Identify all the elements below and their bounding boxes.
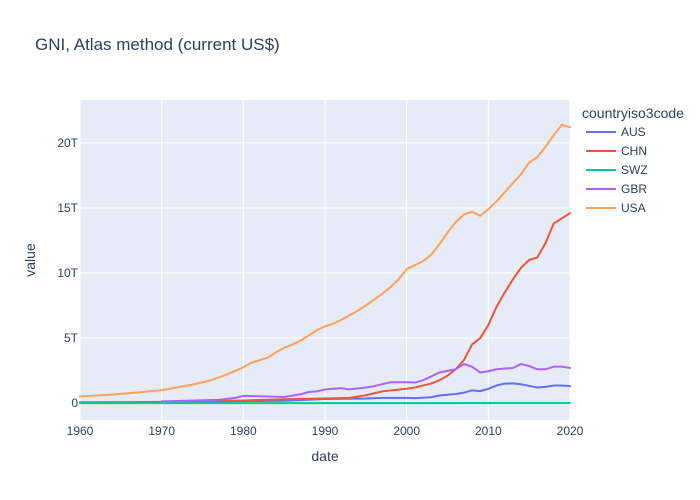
legend[interactable]: countryiso3code AUS CHN SWZ GBR USA xyxy=(582,105,684,215)
x-tick-label: 2010 xyxy=(475,424,502,438)
x-axis-title: date xyxy=(311,448,338,464)
series-line-chn xyxy=(79,212,571,404)
y-axis-ticks: 0 5T 10T 15T 20T xyxy=(57,136,78,410)
legend-title: countryiso3code xyxy=(582,105,684,121)
series-line-gbr xyxy=(160,363,571,403)
legend-label: CHN xyxy=(621,144,647,158)
chart-title: GNI, Atlas method (current US$) xyxy=(35,35,280,54)
legend-items[interactable]: AUS CHN SWZ GBR USA xyxy=(586,125,648,215)
y-tick-label: 20T xyxy=(57,136,78,150)
legend-label: AUS xyxy=(621,125,646,139)
x-tick-label: 2000 xyxy=(393,424,420,438)
series-line-usa xyxy=(79,123,571,398)
series-lines xyxy=(79,123,571,405)
legend-label: SWZ xyxy=(621,163,648,177)
y-axis-title: value xyxy=(22,243,38,277)
y-tick-label: 10T xyxy=(57,266,78,280)
series-line-aus xyxy=(79,382,571,404)
y-tick-label: 0 xyxy=(71,396,78,410)
x-tick-label: 2020 xyxy=(557,424,584,438)
y-tick-label: 5T xyxy=(64,331,79,345)
legend-item-usa[interactable]: USA xyxy=(586,201,646,215)
x-tick-label: 1970 xyxy=(148,424,175,438)
legend-item-swz[interactable]: SWZ xyxy=(586,163,648,177)
legend-label: GBR xyxy=(621,182,647,196)
x-axis-ticks: 1960 1970 1980 1990 2000 2010 2020 xyxy=(67,424,584,438)
x-tick-label: 1980 xyxy=(230,424,257,438)
x-tick-label: 1960 xyxy=(67,424,94,438)
y-tick-label: 15T xyxy=(57,201,78,215)
legend-item-gbr[interactable]: GBR xyxy=(586,182,647,196)
legend-item-aus[interactable]: AUS xyxy=(586,125,646,139)
legend-label: USA xyxy=(621,201,646,215)
x-tick-label: 1990 xyxy=(312,424,339,438)
legend-item-chn[interactable]: CHN xyxy=(586,144,647,158)
